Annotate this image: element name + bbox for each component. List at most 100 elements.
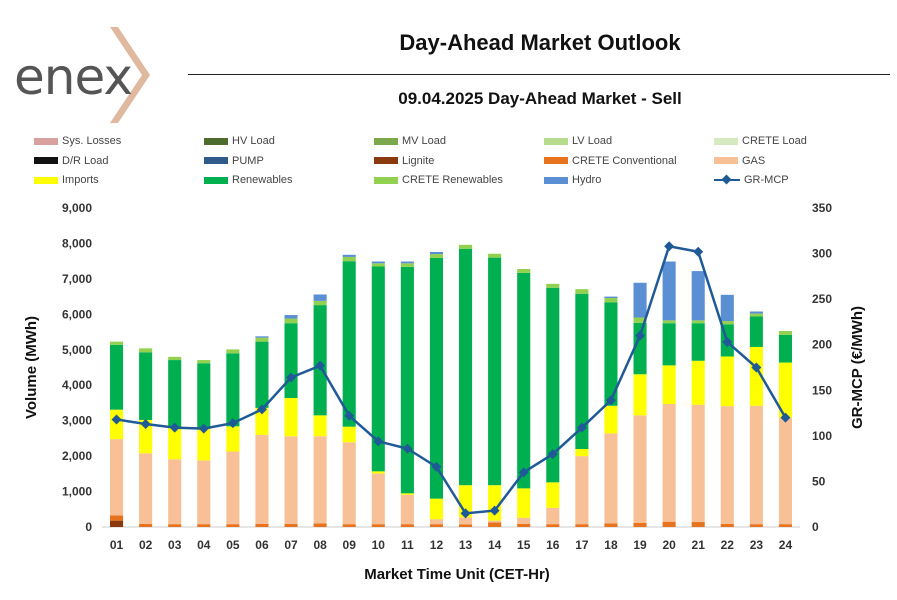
bar-segment <box>546 524 560 527</box>
logo-chevron-mark <box>110 27 150 123</box>
bar-segment <box>313 305 327 416</box>
bar-segment <box>458 524 473 527</box>
legend-item-d-r-load: D/R Load <box>34 153 108 169</box>
bar-segment <box>313 523 327 527</box>
bar-segment <box>517 268 531 273</box>
bar-segment <box>575 293 589 450</box>
legend-label: LV Load <box>572 135 613 147</box>
bar-segment <box>662 521 676 527</box>
bar-segment <box>255 336 269 338</box>
bar-segment <box>691 271 705 321</box>
bar-segment <box>633 317 647 323</box>
bar-segment <box>342 261 356 427</box>
bar-segment <box>546 283 560 288</box>
bar-segment <box>284 323 298 398</box>
x-tick-label: 23 <box>750 538 764 552</box>
y-tick-label: 2,000 <box>62 449 92 463</box>
bar-segment <box>342 426 356 443</box>
bar-segment <box>691 522 705 527</box>
bar-segment <box>400 494 414 525</box>
bar-segment <box>458 248 473 486</box>
bar-segment <box>691 360 705 405</box>
gr-mcp-point <box>518 467 529 478</box>
bar-segment <box>778 362 793 418</box>
chart-subtitle: 09.04.2025 Day-Ahead Market - Sell <box>398 89 682 108</box>
bar-segment <box>488 257 502 486</box>
x-tick-label: 15 <box>517 538 531 552</box>
gr-mcp-point <box>402 443 413 454</box>
gr-mcp-point <box>169 422 180 433</box>
y-tick-label: 9,000 <box>62 201 92 215</box>
x-tick-label: 02 <box>139 538 153 552</box>
bar-segment <box>546 482 560 508</box>
bar-segment <box>691 320 705 324</box>
bar-segment <box>604 302 618 406</box>
bar-segment <box>604 523 618 527</box>
bar-segment <box>400 524 414 527</box>
x-tick-label: 12 <box>430 538 444 552</box>
bar-segment <box>575 524 589 527</box>
bar-segment <box>168 427 182 460</box>
enex-logo <box>110 27 150 123</box>
bar-segment <box>604 296 618 299</box>
bar-segment <box>604 433 618 524</box>
x-tick-label: 09 <box>343 538 357 552</box>
bar-segment <box>139 419 153 454</box>
gr-mcp-point <box>344 410 355 421</box>
bar-segment <box>197 428 211 461</box>
legend-swatch <box>374 137 398 145</box>
x-tick-label: 19 <box>633 538 647 552</box>
bar-segment <box>633 374 647 416</box>
bar-segment <box>749 316 763 347</box>
bar-segment <box>662 404 676 522</box>
bar-segment <box>633 415 647 523</box>
legend-label: CRETE Conventional <box>572 154 677 167</box>
y-tick-label: 5,000 <box>62 343 92 357</box>
gr-mcp-point <box>635 330 646 341</box>
legend-swatch <box>544 137 568 145</box>
gr-mcp-point <box>140 419 151 430</box>
bar-segment <box>284 318 298 324</box>
y-tick-label: 4,000 <box>62 378 92 392</box>
legend-item-crete-load: CRETE Load <box>714 133 807 149</box>
gr-mcp-point <box>431 461 442 472</box>
legend-swatch <box>204 176 228 184</box>
bar-segment <box>429 257 444 499</box>
bar-segment <box>778 524 793 527</box>
x-tick-label: 01 <box>110 538 124 552</box>
bar-segment <box>139 348 153 353</box>
legend-swatch <box>204 137 228 145</box>
bar-segment <box>749 313 763 317</box>
x-tick-label: 14 <box>488 538 502 552</box>
bar-segment <box>575 289 589 294</box>
bar-segment <box>371 263 385 267</box>
bar-segment <box>546 507 560 525</box>
gr-mcp-point <box>286 372 297 383</box>
bar-segment <box>255 407 269 435</box>
gr-mcp-line <box>116 244 787 515</box>
bar-segment <box>662 320 676 324</box>
bar-segment <box>400 493 414 495</box>
bar-segment <box>109 439 124 516</box>
bar-segment <box>168 459 182 525</box>
bar-segment <box>633 522 647 527</box>
gr-mcp-point <box>111 414 122 425</box>
legend-line-swatch <box>714 174 740 186</box>
gr-mcp-point <box>576 422 587 433</box>
bar-segment <box>604 298 618 303</box>
bar-segment <box>313 294 327 301</box>
y-tick-label: 6,000 <box>62 307 92 321</box>
bar-segment <box>749 524 763 527</box>
gr-mcp-point <box>315 360 326 371</box>
legend-item-lv-load: LV Load <box>544 133 612 149</box>
x-tick-label: 10 <box>372 538 386 552</box>
gr-mcp-point <box>751 362 762 373</box>
legend-item-crete-conventional: CRETE Conventional <box>544 153 677 169</box>
legend-label: PUMP <box>232 154 264 167</box>
bar-segment <box>371 261 385 264</box>
legend-swatch <box>34 176 58 184</box>
y-tick-label: 3,000 <box>62 414 92 428</box>
bar-segment <box>139 352 153 420</box>
gr-mcp-point <box>693 246 704 257</box>
bar-segment <box>517 272 531 489</box>
